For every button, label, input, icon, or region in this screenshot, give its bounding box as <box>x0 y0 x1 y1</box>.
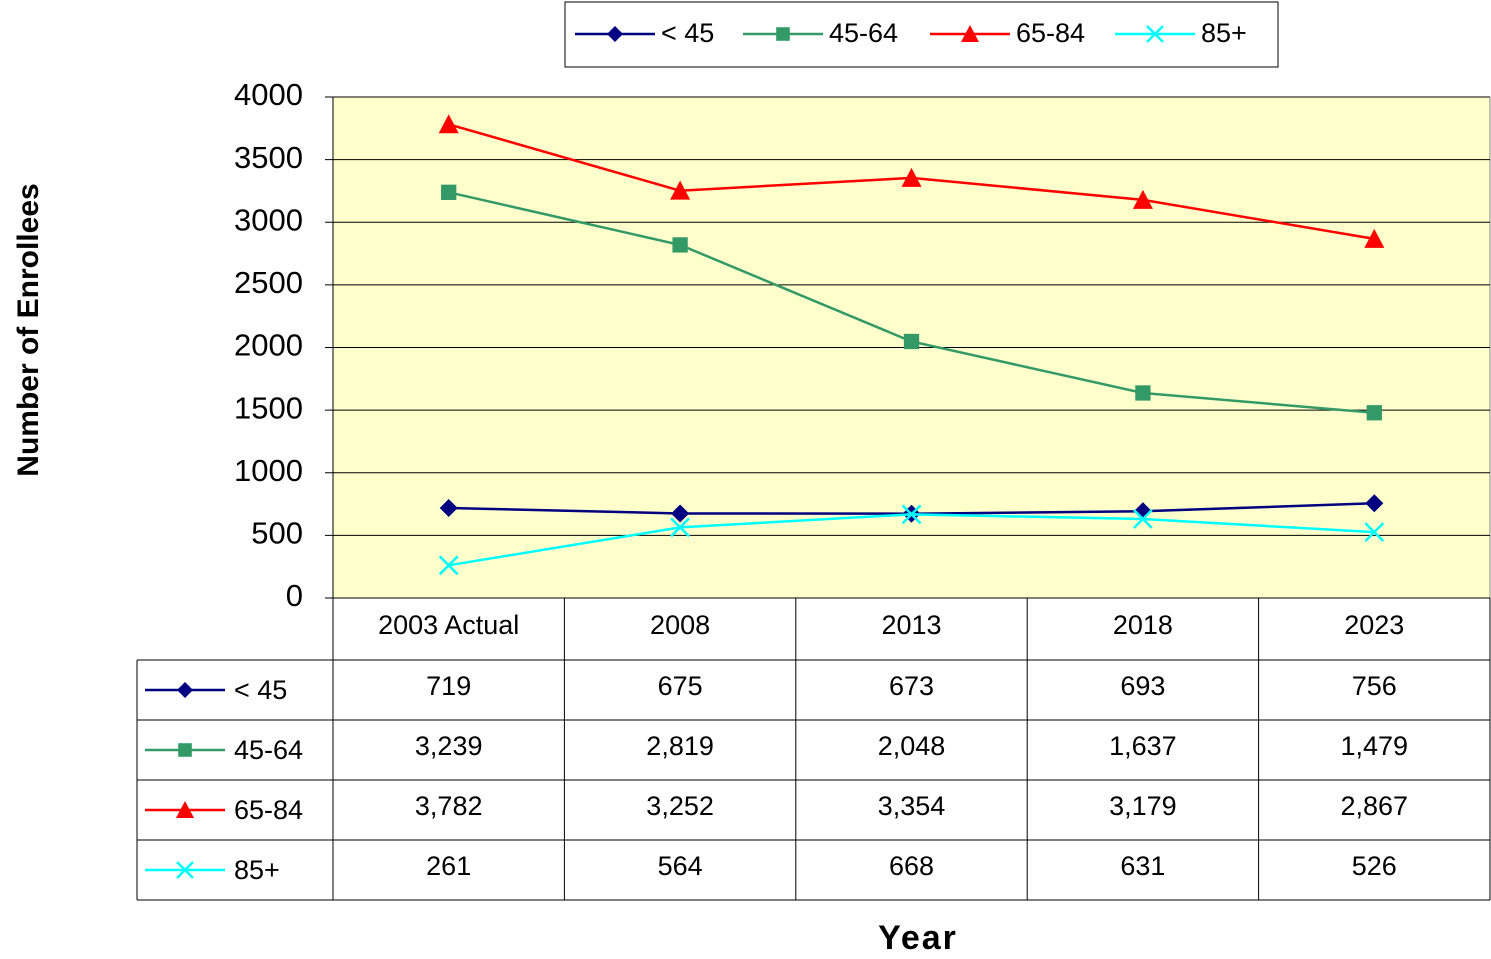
legend-marker <box>776 27 790 41</box>
table-row-label: 45-64 <box>234 735 303 765</box>
table-row-label: 65-84 <box>234 795 303 825</box>
legend-label: < 45 <box>661 18 714 48</box>
y-axis-label: Number of Enrollees <box>12 183 45 476</box>
y-tick-label: 0 <box>286 578 303 613</box>
table-cell: 719 <box>426 671 471 701</box>
point-marker <box>439 498 458 517</box>
point-marker <box>903 333 920 350</box>
legend-marker <box>607 26 623 42</box>
table-row-label: 85+ <box>234 855 280 885</box>
table-cell: 3,239 <box>415 731 483 761</box>
point-marker <box>670 517 690 538</box>
table-cell: 3,354 <box>878 791 946 821</box>
table-cell: 3,252 <box>646 791 714 821</box>
point-marker <box>672 237 688 253</box>
point-marker <box>441 184 457 200</box>
y-tick-label: 1000 <box>234 453 303 488</box>
x-tick-label: 2018 <box>1113 610 1173 640</box>
y-tick-label: 3000 <box>234 202 303 237</box>
table-cell: 675 <box>658 671 703 701</box>
point-marker <box>1365 494 1384 513</box>
y-tick-label: 3500 <box>234 140 303 175</box>
y-tick-label: 2500 <box>234 265 303 300</box>
table-row-label: < 45 <box>234 675 287 705</box>
table-cell: 756 <box>1352 671 1397 701</box>
point-marker <box>1364 228 1385 248</box>
point-marker <box>438 555 459 576</box>
point-marker <box>901 504 922 525</box>
x-tick-label: 2023 <box>1344 610 1404 640</box>
table-cell: 693 <box>1120 671 1165 701</box>
x-tick-label: 2003 Actual <box>378 610 519 640</box>
point-marker <box>1132 189 1153 209</box>
table-cell: 3,782 <box>415 791 483 821</box>
x-tick-label: 2008 <box>650 610 710 640</box>
table-cell: 564 <box>658 851 703 881</box>
legend-marker <box>961 25 979 42</box>
table-cell: 3,179 <box>1109 791 1177 821</box>
point-marker <box>1133 509 1153 529</box>
table-cell: 668 <box>889 851 934 881</box>
table-cell: 673 <box>889 671 934 701</box>
table-legend-marker <box>176 861 194 879</box>
y-tick-label: 500 <box>251 516 303 551</box>
x-tick-label: 2013 <box>881 610 941 640</box>
point-marker <box>670 180 691 200</box>
point-marker <box>1366 405 1382 421</box>
table-legend-marker <box>177 682 193 698</box>
legend-marker <box>1146 25 1164 43</box>
table-cell: 2,048 <box>878 731 946 761</box>
y-tick-label: 2000 <box>234 328 303 363</box>
legend-label: 45-64 <box>829 18 898 48</box>
table-cell: 1,637 <box>1109 731 1177 761</box>
table-cell: 526 <box>1352 851 1397 881</box>
table-cell: 2,819 <box>646 731 714 761</box>
legend-label: 65-84 <box>1016 18 1085 48</box>
point-marker <box>901 167 922 187</box>
x-axis-label: Year <box>878 919 958 957</box>
point-marker <box>1364 522 1385 543</box>
legend-label: 85+ <box>1201 18 1247 48</box>
table-cell: 261 <box>426 851 471 881</box>
y-tick-label: 1500 <box>234 390 303 425</box>
y-tick-label: 4000 <box>234 77 303 112</box>
table-cell: 1,479 <box>1341 731 1409 761</box>
table-cell: 2,867 <box>1341 791 1409 821</box>
table-legend-marker <box>176 801 194 818</box>
point-marker <box>438 114 459 134</box>
table-legend-marker <box>178 743 192 757</box>
point-marker <box>1135 385 1151 401</box>
table-cell: 631 <box>1120 851 1165 881</box>
point-marker <box>671 504 690 523</box>
